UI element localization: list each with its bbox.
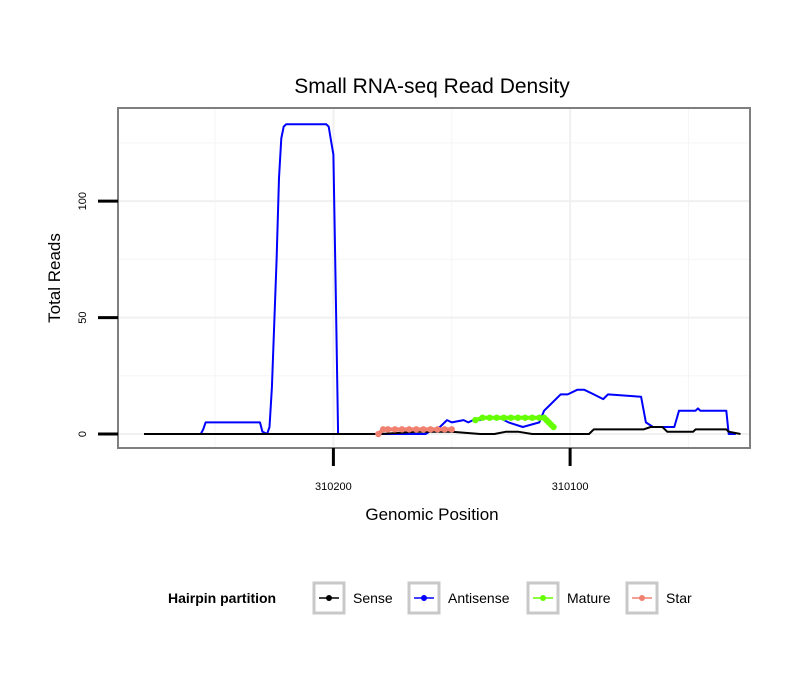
series-star-point [434, 426, 441, 433]
series-star-point [441, 426, 448, 433]
series-mature-point [486, 414, 493, 421]
series-sense-line [144, 426, 741, 435]
legend-title: Hairpin partition [168, 590, 276, 606]
legend-key-point [326, 595, 332, 601]
y-tick-label: 50 [77, 311, 89, 323]
y-tick-label: 0 [77, 431, 89, 437]
x-axis-title: Genomic Position [365, 505, 498, 524]
legend-key-point [540, 595, 546, 601]
series-star-point [448, 426, 455, 433]
legend-label-sense: Sense [353, 590, 393, 606]
series-star-point [391, 426, 399, 433]
legend: Hairpin partition Sense Antisense Mature St… [168, 581, 692, 615]
series-layer [144, 123, 741, 438]
series-mature-point [493, 414, 500, 421]
series-antisense-line [144, 123, 736, 435]
series-mature-point [479, 414, 486, 421]
legend-label-antisense: Antisense [448, 590, 510, 606]
series-mature-point [500, 414, 508, 421]
series-star-point [379, 426, 387, 433]
series-star-point [405, 426, 413, 433]
legend-label-mature: Mature [567, 590, 611, 606]
series-star-point [398, 426, 406, 433]
series-mature-point [550, 423, 557, 431]
series-mature-point [507, 414, 515, 421]
series-mature-point [529, 414, 536, 421]
series-star-point [413, 426, 420, 433]
series-star-point [384, 426, 392, 433]
x-tick-label: 310200 [315, 481, 352, 493]
series-star-point [375, 430, 382, 438]
plot-panel [118, 108, 750, 448]
legend-label-star: Star [666, 590, 692, 606]
chart-title: Small RNA-seq Read Density [294, 75, 570, 98]
series-mature-point [514, 414, 522, 421]
plot-border [117, 107, 751, 449]
legend-key-point [639, 595, 645, 601]
legend-key-point [421, 595, 427, 601]
series-star-point [420, 426, 427, 433]
y-tick-label: 100 [77, 192, 89, 210]
axes: 0 50 100 310200 310100 [77, 192, 588, 493]
series-star-point [427, 426, 434, 433]
series-mature-point [536, 414, 543, 421]
x-tick-label: 310100 [552, 481, 589, 493]
series-mature-point [472, 416, 479, 424]
y-axis-title: Total Reads [45, 233, 64, 323]
series-mature-point [521, 414, 529, 421]
